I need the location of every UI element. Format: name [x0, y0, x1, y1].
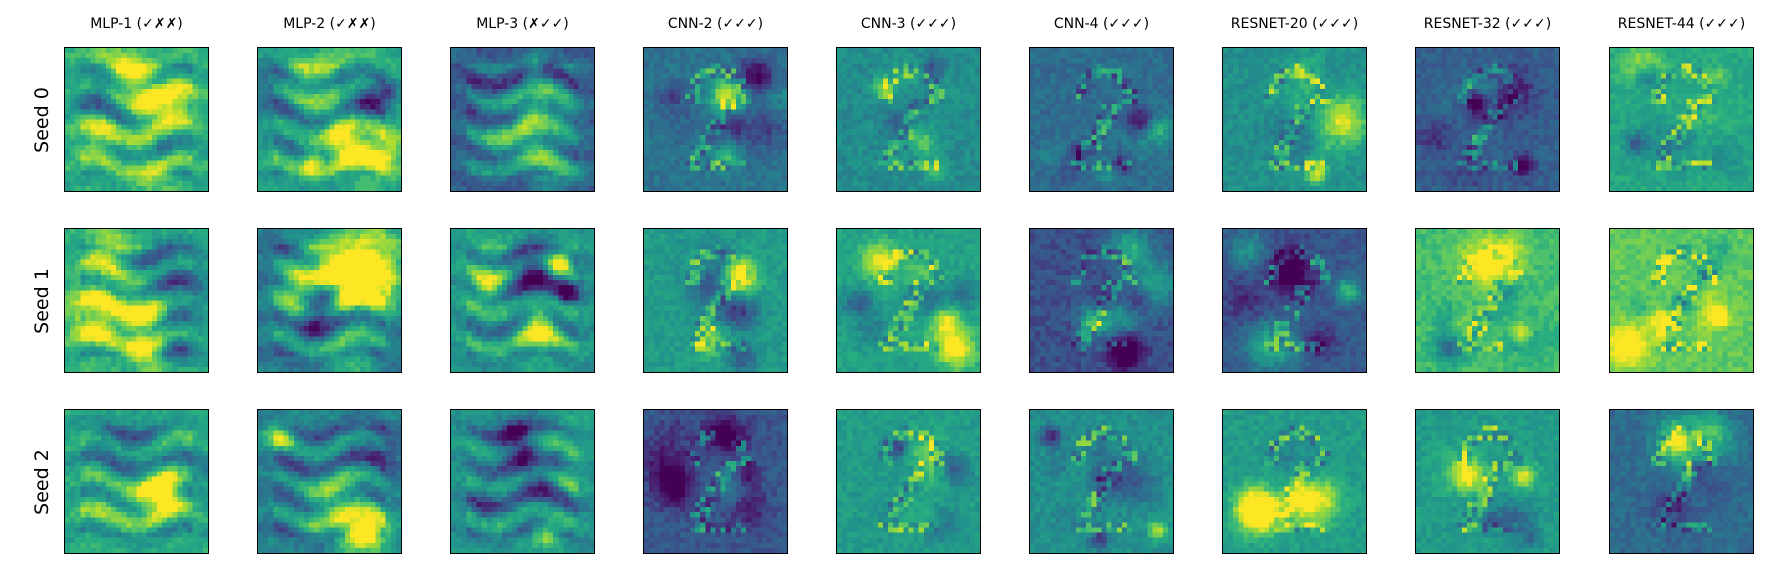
saliency-map — [836, 47, 981, 192]
row-label-text: Seed 2 — [31, 449, 54, 515]
saliency-map-canvas — [258, 410, 401, 553]
saliency-map-canvas — [258, 229, 401, 372]
saliency-map-canvas — [451, 410, 594, 553]
saliency-map-canvas — [837, 410, 980, 553]
saliency-map — [836, 228, 981, 373]
saliency-map — [1222, 409, 1367, 554]
column-title: RESNET-44 (✓✓✓) — [1617, 16, 1746, 32]
saliency-map — [643, 47, 788, 192]
saliency-map-canvas — [1030, 48, 1173, 191]
column-title: RESNET-20 (✓✓✓) — [1230, 16, 1359, 32]
saliency-map-canvas — [1416, 48, 1559, 191]
saliency-map-canvas — [65, 410, 208, 553]
saliency-map — [643, 409, 788, 554]
saliency-map — [257, 409, 402, 554]
saliency-map — [64, 409, 209, 554]
saliency-map — [64, 228, 209, 373]
saliency-map-canvas — [837, 229, 980, 372]
saliency-map — [836, 409, 981, 554]
saliency-map — [1222, 228, 1367, 373]
saliency-map-canvas — [1610, 229, 1753, 372]
saliency-map-canvas — [1030, 410, 1173, 553]
saliency-map-canvas — [451, 48, 594, 191]
saliency-map-canvas — [644, 48, 787, 191]
column-title: CNN-2 (✓✓✓) — [667, 16, 764, 32]
saliency-map — [1029, 409, 1174, 554]
column-title: MLP-1 (✓✗✗) — [90, 16, 183, 32]
saliency-map — [1415, 409, 1560, 554]
row-label: Seed 0 — [30, 47, 54, 193]
saliency-map-canvas — [65, 229, 208, 372]
row-label: Seed 2 — [30, 409, 54, 555]
column-title: MLP-3 (✗✓✓) — [476, 16, 569, 32]
saliency-map-canvas — [65, 48, 208, 191]
column-title: CNN-4 (✓✓✓) — [1053, 16, 1150, 32]
saliency-map-canvas — [258, 48, 401, 191]
saliency-map-canvas — [1416, 410, 1559, 553]
saliency-map-canvas — [644, 410, 787, 553]
saliency-map — [1609, 47, 1754, 192]
saliency-map — [1029, 228, 1174, 373]
saliency-map-canvas — [1416, 229, 1559, 372]
saliency-map — [1029, 47, 1174, 192]
saliency-map-canvas — [451, 229, 594, 372]
saliency-map — [450, 228, 595, 373]
saliency-map-canvas — [1030, 229, 1173, 372]
saliency-map — [450, 409, 595, 554]
row-label-text: Seed 0 — [31, 87, 54, 153]
column-title: CNN-3 (✓✓✓) — [860, 16, 957, 32]
column-title: MLP-2 (✓✗✗) — [283, 16, 376, 32]
saliency-map-canvas — [837, 48, 980, 191]
saliency-map-canvas — [1610, 410, 1753, 553]
column-title: RESNET-32 (✓✓✓) — [1423, 16, 1552, 32]
saliency-map — [1415, 228, 1560, 373]
row-label-text: Seed 1 — [31, 268, 54, 334]
saliency-map — [1415, 47, 1560, 192]
saliency-map — [643, 228, 788, 373]
saliency-map — [1609, 409, 1754, 554]
saliency-map-canvas — [1223, 229, 1366, 372]
saliency-map — [257, 228, 402, 373]
row-label: Seed 1 — [30, 228, 54, 374]
saliency-map-canvas — [1223, 48, 1366, 191]
saliency-map — [450, 47, 595, 192]
saliency-map-canvas — [644, 229, 787, 372]
saliency-map — [1609, 228, 1754, 373]
saliency-map — [64, 47, 209, 192]
saliency-map — [1222, 47, 1367, 192]
saliency-map-canvas — [1223, 410, 1366, 553]
saliency-map — [257, 47, 402, 192]
saliency-map-canvas — [1610, 48, 1753, 191]
